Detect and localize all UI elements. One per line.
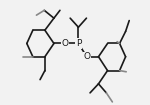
- Text: O: O: [62, 39, 69, 48]
- Text: P: P: [76, 39, 81, 48]
- Text: O: O: [83, 52, 90, 61]
